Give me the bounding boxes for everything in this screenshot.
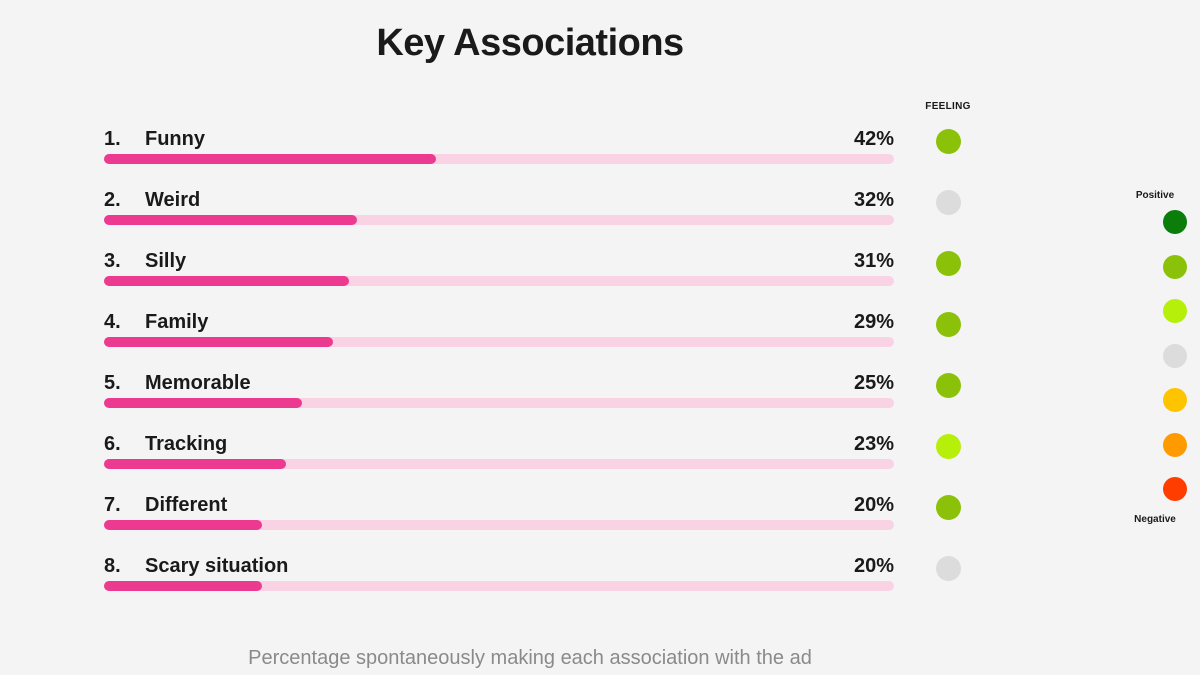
bar-value-label: 25%	[853, 372, 894, 394]
bar-track	[104, 581, 894, 591]
feeling-dot	[936, 434, 961, 459]
feeling-dot	[936, 251, 961, 276]
legend-negative-label: Negative	[1134, 514, 1176, 525]
bar-category-label: Memorable	[145, 372, 251, 394]
legend-dot-neutral	[1163, 343, 1187, 368]
bar-rank: 3.	[104, 250, 121, 272]
legend-dot-slightly-positive	[1163, 299, 1187, 323]
bar-track	[104, 398, 894, 408]
bar-fill	[104, 337, 333, 347]
legend-dot-very-positive	[1163, 210, 1187, 234]
bar-row: 7. Different 20%	[0, 494, 1000, 554]
bar-fill	[104, 581, 262, 591]
bar-track	[104, 215, 894, 225]
bar-row: 5. Memorable 25%	[0, 372, 1000, 432]
bar-fill	[104, 215, 357, 225]
legend-dot-negative	[1163, 432, 1187, 457]
bar-track	[104, 154, 894, 164]
bar-value-label: 20%	[853, 555, 894, 577]
bar-value-label: 29%	[853, 311, 894, 333]
bar-row: 8. Scary situation 20%	[0, 555, 1000, 615]
bar-fill	[104, 459, 286, 469]
bar-track	[104, 276, 894, 286]
bar-category-label: Different	[145, 494, 228, 516]
bar-rank: 5.	[104, 372, 121, 394]
bar-value-label: 42%	[853, 128, 894, 150]
bar-rank: 2.	[104, 189, 121, 211]
bar-category-label: Funny	[145, 128, 205, 150]
bar-value-label: 23%	[853, 433, 894, 455]
bar-rank: 6.	[104, 433, 121, 455]
feeling-dot	[936, 312, 961, 337]
feeling-dot	[936, 556, 961, 581]
bar-fill	[104, 154, 436, 164]
bar-rank: 4.	[104, 311, 121, 333]
bar-row: 3. Silly 31%	[0, 250, 1000, 310]
bar-row: 6. Tracking 23%	[0, 433, 1000, 493]
bar-row: 2. Weird 32%	[0, 189, 1000, 249]
legend-dot-positive	[1163, 254, 1187, 279]
bar-track	[104, 337, 894, 347]
bar-category-label: Family	[145, 311, 209, 333]
bar-value-label: 32%	[853, 189, 894, 211]
bar-track	[104, 459, 894, 469]
feeling-dot	[936, 129, 961, 154]
bar-rank: 1.	[104, 128, 121, 150]
bar-row: 4. Family 29%	[0, 311, 1000, 371]
bar-fill	[104, 398, 302, 408]
bar-row: 1. Funny 42%	[0, 128, 1000, 188]
chart-caption: Percentage spontaneously making each ass…	[248, 647, 812, 669]
bar-category-label: Scary situation	[145, 555, 289, 577]
legend-dot-slightly-negative	[1163, 388, 1187, 412]
bar-rank: 7.	[104, 494, 121, 516]
legend-positive-label: Positive	[1135, 190, 1175, 201]
feeling-dot	[936, 495, 961, 520]
chart-title: Key Associations	[376, 22, 684, 64]
bar-fill	[104, 520, 262, 530]
bar-category-label: Silly	[145, 250, 187, 272]
bar-value-label: 20%	[853, 494, 894, 516]
legend-dot-very-negative	[1163, 477, 1187, 501]
bar-track	[104, 520, 894, 530]
bar-category-label: Weird	[145, 189, 201, 211]
bar-value-label: 31%	[853, 250, 894, 272]
bar-fill	[104, 276, 349, 286]
feeling-dot	[936, 190, 961, 215]
feeling-dot	[936, 373, 961, 398]
bar-category-label: Tracking	[145, 433, 228, 455]
bar-rank: 8.	[104, 555, 121, 577]
feeling-column-header: FEELING	[925, 101, 971, 112]
